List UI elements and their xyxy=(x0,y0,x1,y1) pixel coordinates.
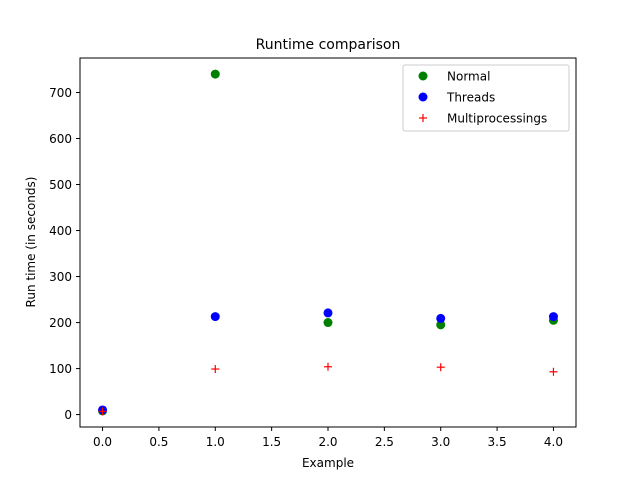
x-tick-label: 1.0 xyxy=(206,435,225,449)
x-tick-label: 2.0 xyxy=(318,435,337,449)
point-normal xyxy=(210,69,220,79)
x-tick-label: 3.5 xyxy=(488,435,507,449)
y-axis-label: Run time (in seconds) xyxy=(24,177,38,308)
legend-marker-multiprocessings xyxy=(419,114,427,122)
point-multiprocessings xyxy=(324,362,332,371)
point-multiprocessings xyxy=(98,407,107,416)
x-tick-label: 4.0 xyxy=(544,435,563,449)
y-tick-label: 600 xyxy=(49,132,72,146)
legend-frame xyxy=(402,64,570,132)
legend-marker-normal xyxy=(418,71,428,81)
legend-label-multiprocessings: Multiprocessings xyxy=(447,112,547,126)
point-normal xyxy=(323,318,333,328)
y-tick-label: 0 xyxy=(64,408,72,422)
y-tick-label: 300 xyxy=(49,270,72,284)
y-tick-label: 400 xyxy=(49,224,72,238)
y-tick-label: 700 xyxy=(49,86,72,100)
legend-label-threads: Threads xyxy=(446,91,495,105)
chart-title: Runtime comparison xyxy=(256,37,401,53)
x-tick-label: 0.5 xyxy=(149,435,168,449)
point-threads xyxy=(548,312,558,322)
point-multiprocessings xyxy=(436,363,445,372)
point-multiprocessings xyxy=(549,367,558,376)
x-tick-label: 0.0 xyxy=(93,435,112,449)
x-axis-label: Example xyxy=(302,456,354,470)
y-tick-label: 500 xyxy=(49,178,72,192)
point-threads xyxy=(323,308,333,318)
x-axis: 0.0 0.5 1.0 1.5 2.0 2.5 3.0 3.5 4.0 xyxy=(93,427,563,449)
x-tick-label: 2.5 xyxy=(375,435,394,449)
point-threads xyxy=(436,313,446,323)
y-tick-label: 100 xyxy=(49,362,72,376)
legend-marker-threads xyxy=(418,92,428,102)
y-axis: 0 100 200 300 400 500 600 700 xyxy=(49,86,80,422)
x-tick-label: 1.5 xyxy=(262,435,281,449)
legend: Normal Threads Multiprocessings xyxy=(402,64,570,132)
point-multiprocessings xyxy=(211,365,220,374)
y-tick-label: 200 xyxy=(49,316,72,330)
data-markers xyxy=(98,69,558,416)
point-threads xyxy=(210,312,220,322)
point-normal xyxy=(436,320,446,330)
x-tick-label: 3.0 xyxy=(431,435,450,449)
legend-label-normal: Normal xyxy=(447,70,490,84)
